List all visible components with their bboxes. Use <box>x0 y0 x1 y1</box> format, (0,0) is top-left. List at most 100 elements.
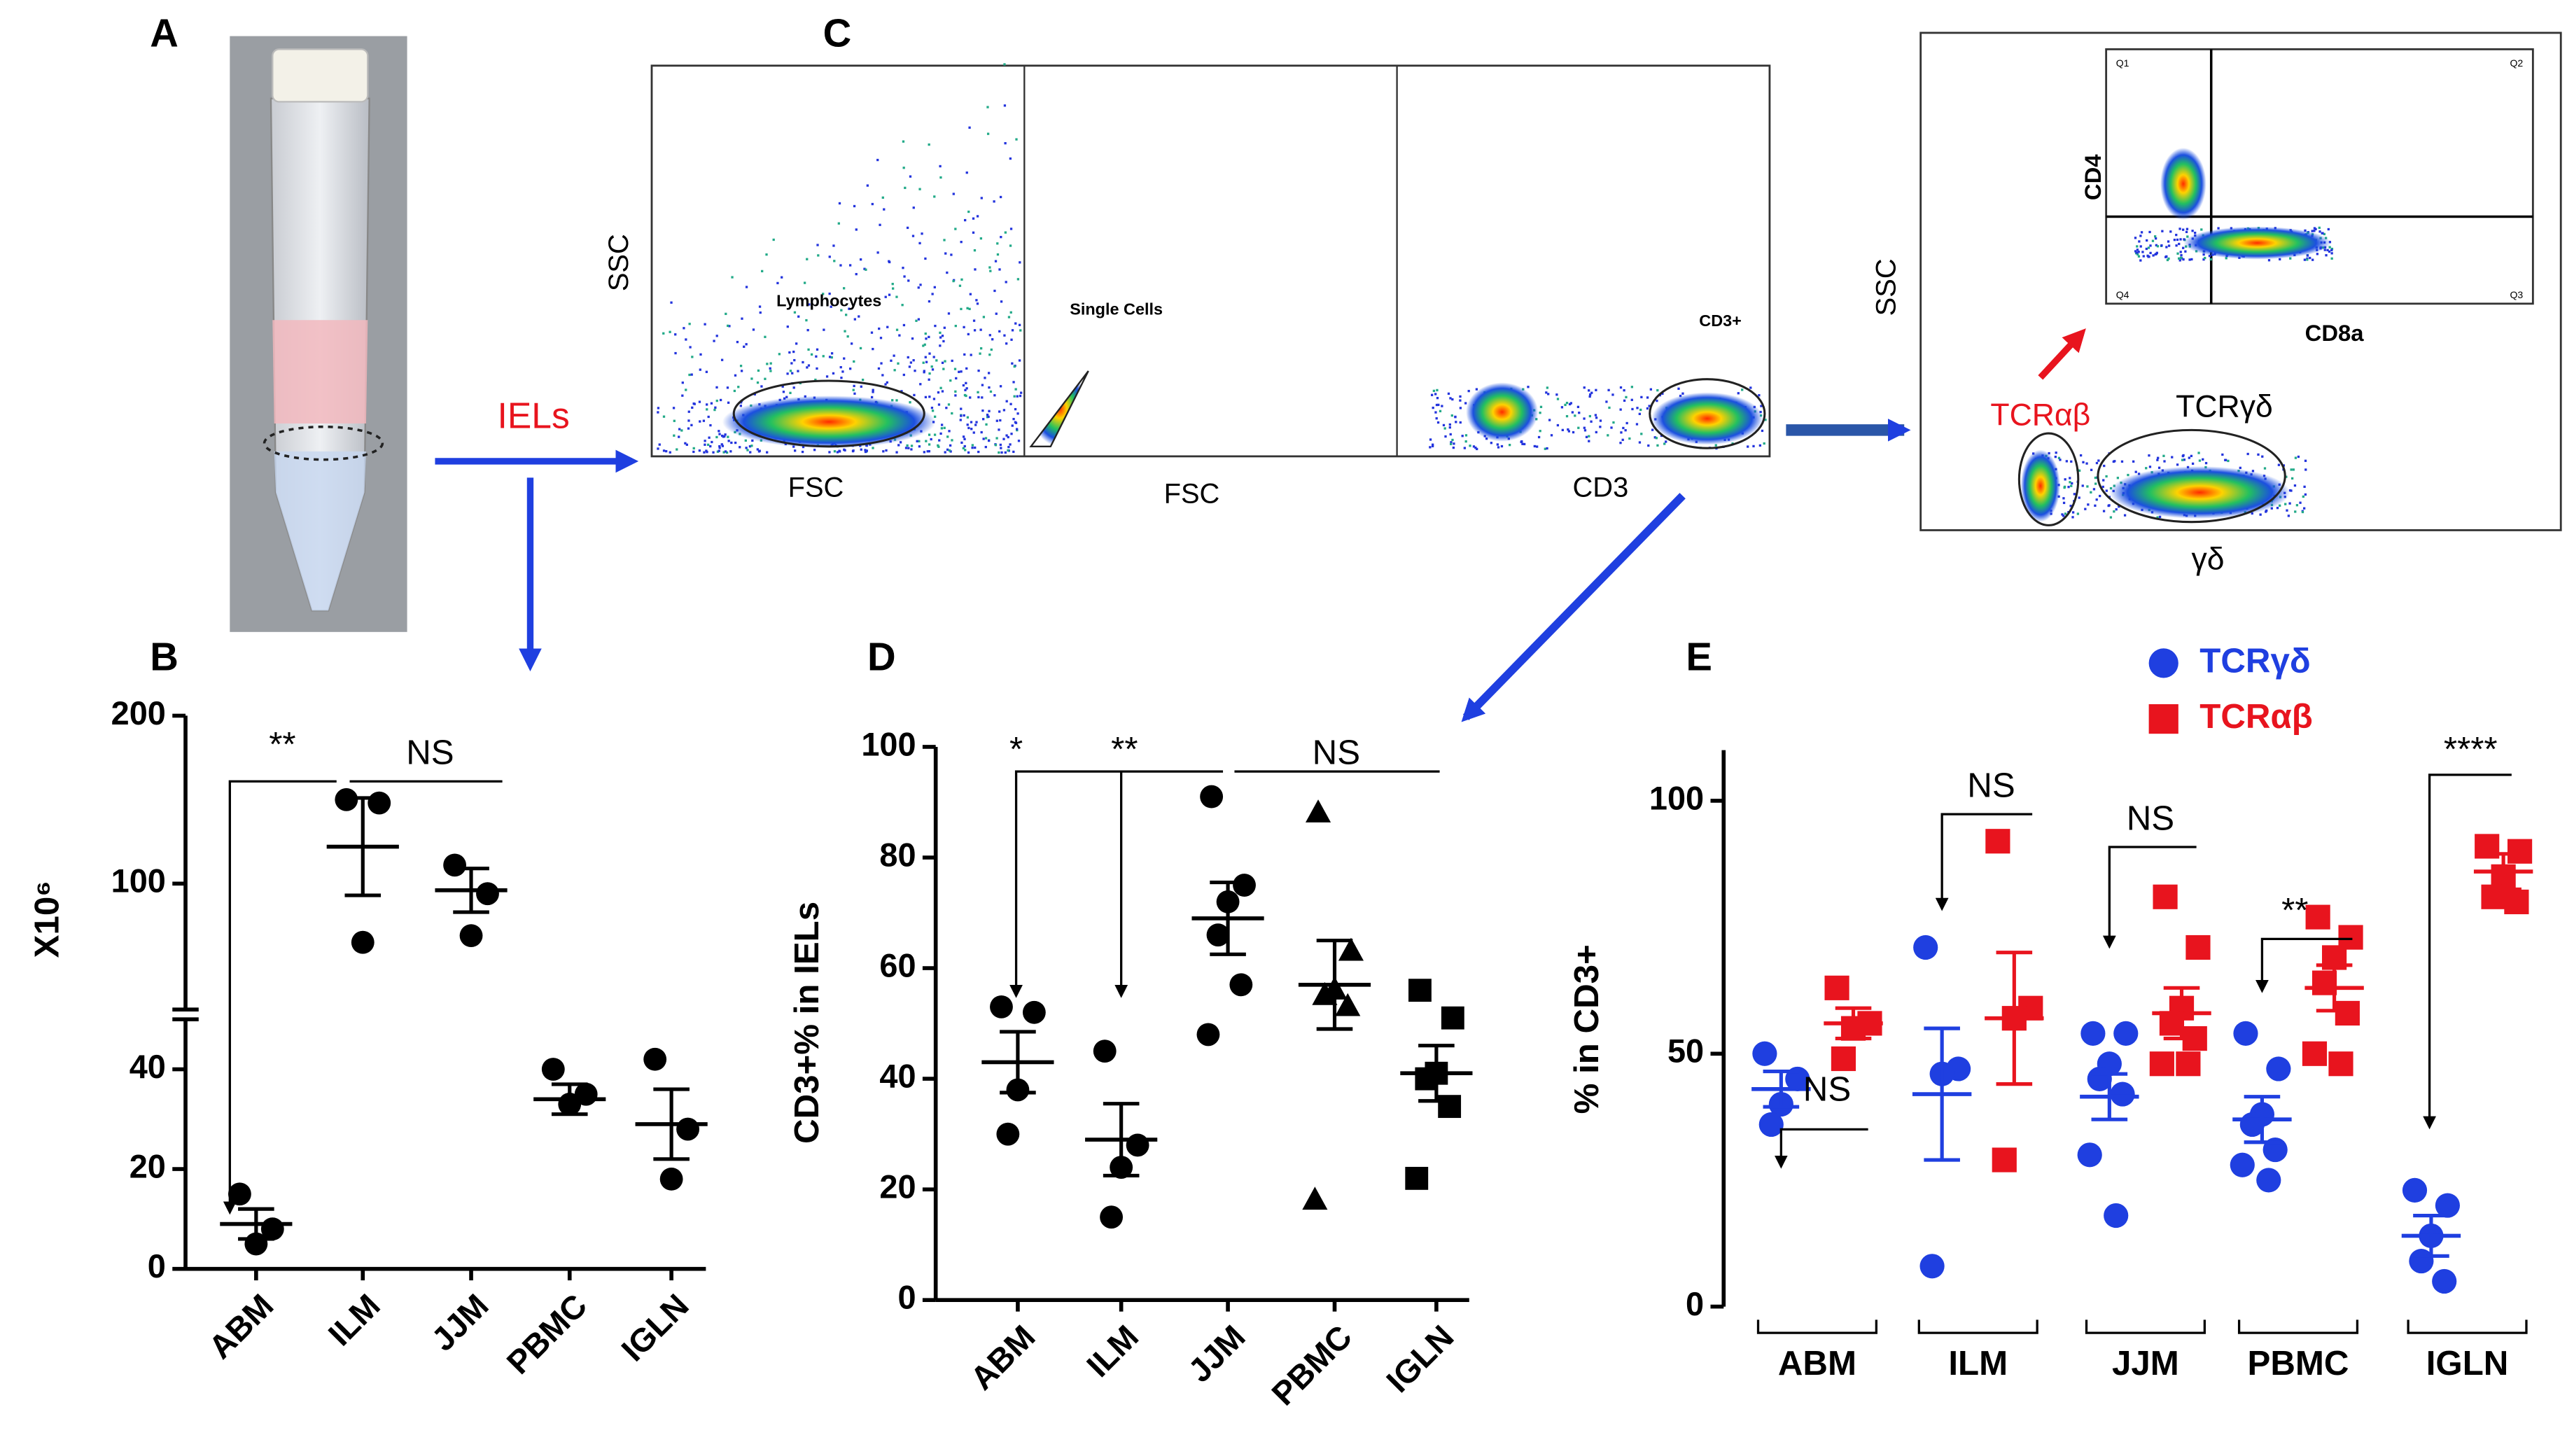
event-dot <box>946 435 949 438</box>
arrow <box>2038 328 2086 380</box>
event-dot <box>2330 252 2333 255</box>
significance-label: NS <box>2127 799 2174 837</box>
event-dot <box>781 385 784 388</box>
event-dot <box>2182 228 2185 231</box>
event-dot <box>1449 433 1452 436</box>
event-dot <box>2183 238 2185 241</box>
event-dot <box>1546 386 1549 389</box>
event-dot <box>985 423 988 426</box>
event-dot <box>986 413 989 416</box>
event-dot <box>838 449 841 452</box>
density-blob <box>722 396 936 449</box>
group-bracket <box>2237 1320 2359 1334</box>
event-dot <box>2136 253 2139 255</box>
point <box>1233 874 1256 897</box>
event-dot <box>721 434 724 438</box>
event-dot <box>963 326 965 329</box>
event-dot <box>830 352 834 355</box>
event-dot <box>722 435 725 438</box>
event-dot <box>2145 467 2148 470</box>
event-dot <box>1459 421 1462 424</box>
event-dot <box>2239 466 2241 470</box>
event-dot <box>876 158 879 162</box>
event-dot <box>808 303 811 306</box>
event-dot <box>888 293 891 296</box>
event-dot <box>1523 442 1526 446</box>
event-dot <box>928 335 930 339</box>
event-dot <box>942 368 945 370</box>
event-dot <box>2140 231 2143 234</box>
point <box>1335 993 1361 1016</box>
event-dot <box>951 412 953 415</box>
gate-label: TCRαβ <box>1990 398 2090 432</box>
event-dot <box>1430 393 1434 396</box>
event-dot <box>1007 435 1009 439</box>
point <box>2507 839 2533 864</box>
gate-label: TCRγδ <box>2176 390 2273 424</box>
event-dot <box>853 384 855 388</box>
event-dot <box>2079 454 2083 457</box>
event-dot <box>1444 435 1447 438</box>
error-bar <box>2244 1095 2281 1144</box>
event-dot <box>690 373 693 376</box>
event-dot <box>878 327 881 330</box>
event-dot <box>813 449 816 451</box>
error-bar <box>1418 1044 1455 1103</box>
event-dot <box>751 439 754 442</box>
event-dot <box>806 328 809 332</box>
event-dot <box>705 449 708 452</box>
event-dot <box>922 344 925 347</box>
significance-bracket <box>2255 937 2353 993</box>
event-dot <box>1429 438 1432 441</box>
event-dot <box>2139 259 2142 262</box>
event-dot <box>715 386 718 389</box>
event-dot <box>963 353 966 356</box>
event-dot <box>727 401 730 404</box>
event-dot <box>986 106 989 108</box>
event-dot <box>906 226 909 230</box>
legend-label: TCRαβ <box>2199 697 2313 736</box>
event-dot <box>718 449 720 452</box>
event-dot <box>958 370 960 373</box>
event-dot <box>2176 463 2179 466</box>
event-dot <box>1583 429 1587 432</box>
event-dot <box>994 260 998 262</box>
event-dot <box>977 396 980 399</box>
event-dot <box>2330 248 2333 251</box>
event-dot <box>948 430 951 433</box>
event-dot <box>1453 442 1455 445</box>
event-dot <box>2156 516 2159 519</box>
event-dot <box>891 283 894 286</box>
event-dot <box>833 260 836 262</box>
event-dot <box>2202 458 2204 461</box>
event-dot <box>1459 407 1462 410</box>
event-dot <box>2154 237 2157 240</box>
event-dot <box>1638 412 1641 415</box>
event-dot <box>1003 334 1006 337</box>
event-dot <box>797 315 800 318</box>
event-dot <box>932 398 936 400</box>
event-dot <box>841 370 844 373</box>
event-dot <box>830 356 833 359</box>
event-dot <box>2062 501 2066 505</box>
event-dot <box>910 448 913 451</box>
event-dot <box>1014 322 1017 325</box>
event-dot <box>1619 386 1623 389</box>
event-dot <box>2155 244 2157 246</box>
event-dot <box>1556 398 1560 400</box>
event-dot <box>743 345 746 348</box>
event-dot <box>2277 463 2281 466</box>
event-dot <box>988 386 991 389</box>
y-tick-label: 100 <box>111 863 166 899</box>
event-dot <box>888 260 890 262</box>
event-dot <box>793 311 797 314</box>
event-dot <box>2134 250 2137 253</box>
event-dot <box>1653 436 1656 439</box>
event-dot <box>2101 485 2104 489</box>
event-dot <box>745 343 748 346</box>
event-dot <box>744 439 747 442</box>
event-dot <box>973 249 977 252</box>
event-dot <box>1630 398 1633 401</box>
event-dot <box>866 184 869 187</box>
event-dot <box>2065 460 2068 463</box>
